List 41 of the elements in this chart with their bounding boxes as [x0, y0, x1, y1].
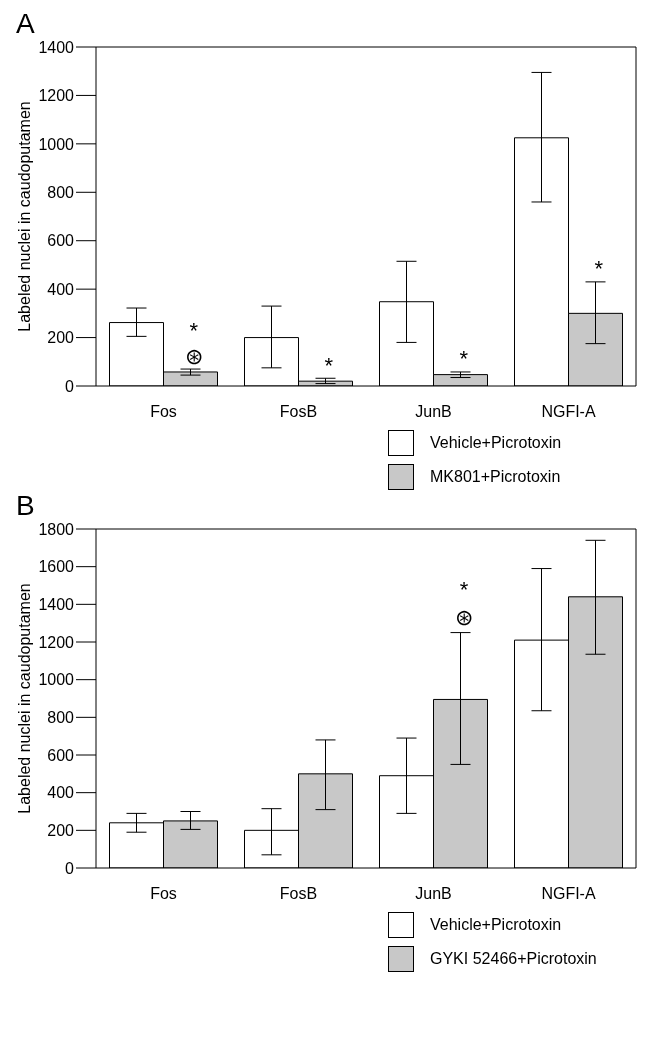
x-tick-label: Fos [150, 403, 177, 421]
x-tick-label: FosB [279, 885, 318, 903]
y-tick-label: 400 [47, 280, 75, 298]
annotation: * [459, 346, 469, 372]
y-tick-label: 1000 [38, 135, 75, 153]
x-tick-label: NGFI-A [541, 885, 596, 903]
y-tick-label: 1200 [38, 87, 75, 105]
annotation: ⊛ [184, 343, 203, 369]
y-tick-label: 1200 [38, 633, 75, 651]
y-tick-label: 1000 [38, 671, 75, 689]
y-tick-label: 0 [65, 859, 75, 877]
y-tick-label: 400 [47, 784, 75, 802]
annotation: * [459, 577, 469, 602]
y-tick-label: 600 [47, 232, 75, 250]
legend-label: MK801+Picrotoxin [430, 468, 561, 486]
x-tick-label: FosB [279, 403, 318, 421]
legend-label: Vehicle+Picrotoxin [430, 916, 562, 934]
y-tick-label: 1400 [38, 596, 75, 614]
y-tick-label: 1400 [38, 38, 75, 56]
legend-label: Vehicle+Picrotoxin [430, 434, 562, 452]
x-tick-label: JunB [415, 403, 452, 421]
y-tick-label: 1600 [38, 558, 75, 576]
legend-label: GYKI 52466+Picrotoxin [430, 950, 597, 968]
y-axis-title: Labeled nuclei in caudoputamen [15, 583, 33, 814]
y-tick-label: 200 [47, 329, 75, 347]
y-tick-label: 800 [47, 709, 75, 727]
y-tick-label: 1800 [38, 520, 75, 538]
y-tick-label: 200 [47, 822, 75, 840]
y-axis-title: Labeled nuclei in caudoputamen [15, 101, 33, 332]
chart-title: A [16, 8, 36, 39]
chart-title: B [16, 490, 36, 521]
y-tick-label: 800 [47, 183, 75, 201]
annotation: ⊛ [455, 605, 473, 630]
x-tick-label: NGFI-A [541, 403, 596, 421]
x-tick-label: Fos [150, 885, 177, 903]
annotation: * [594, 256, 604, 282]
annotation: * [189, 317, 199, 343]
y-tick-label: 600 [47, 746, 75, 764]
annotation: * [324, 352, 334, 378]
y-tick-label: 0 [65, 377, 75, 395]
x-tick-label: JunB [415, 885, 452, 903]
